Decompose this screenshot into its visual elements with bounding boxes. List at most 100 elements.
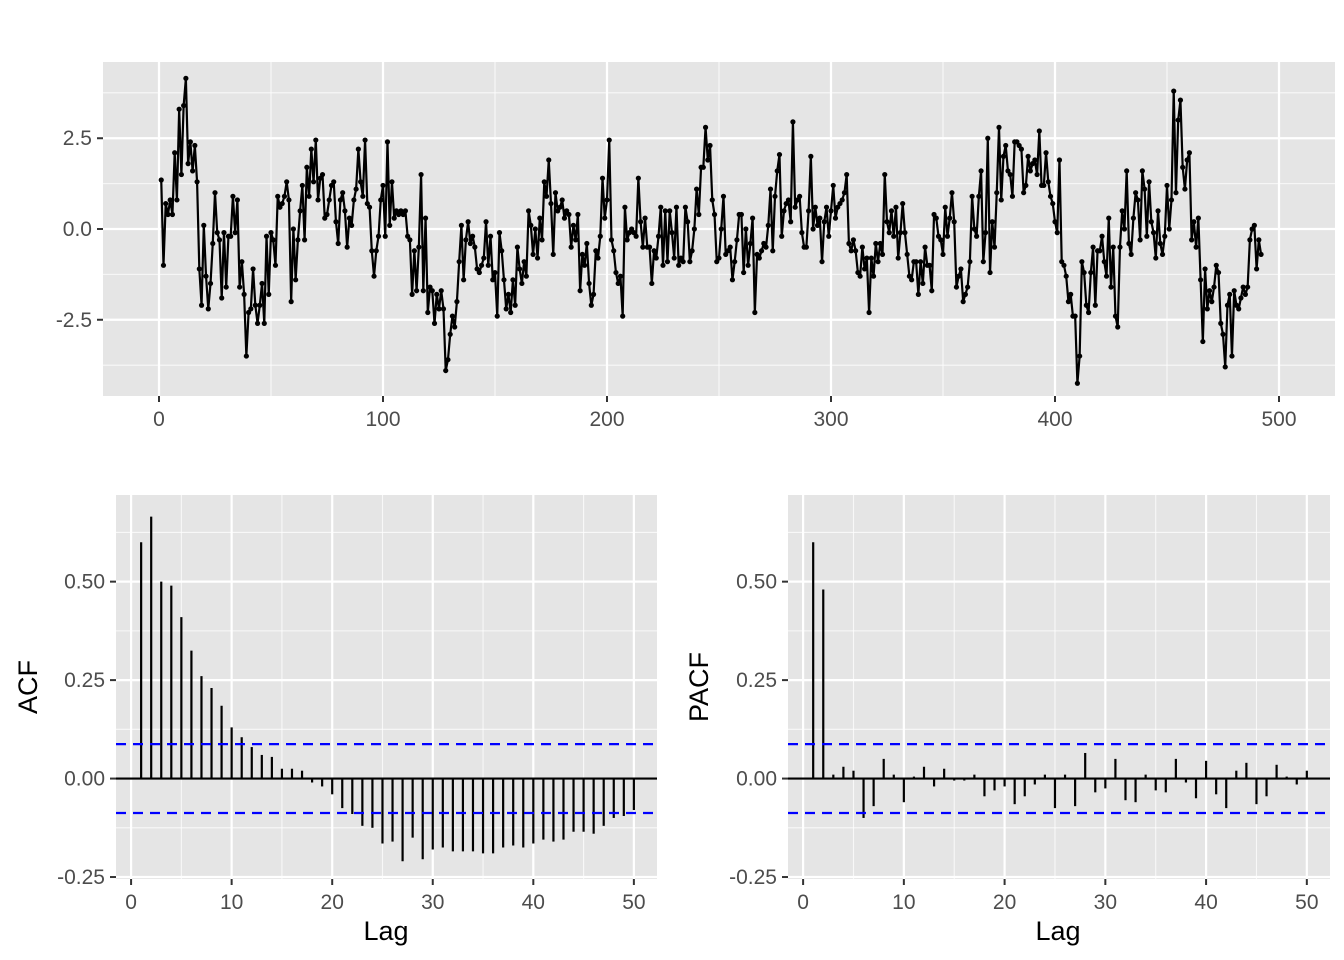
timeseries-point (792, 204, 798, 210)
timeseries-point (991, 244, 998, 250)
timeseries-point (799, 230, 805, 236)
acf-y-tick-label: 0.25 (64, 669, 105, 692)
timeseries-point (729, 277, 736, 283)
timeseries-point (676, 262, 682, 268)
timeseries-point (1142, 186, 1148, 192)
timeseries-point (422, 215, 429, 221)
timeseries-point (1168, 197, 1175, 203)
timeseries-point (203, 273, 209, 279)
timeseries-point (1068, 291, 1074, 297)
timeseries-point (920, 280, 926, 287)
timeseries-point (1086, 309, 1092, 316)
timeseries-point (575, 211, 581, 218)
timeseries-point (373, 248, 379, 254)
timeseries-point (183, 75, 189, 81)
acf-y-tick-label: 0.50 (64, 571, 105, 594)
timeseries-point (969, 193, 975, 199)
timeseries-point (741, 269, 747, 276)
timeseries-point (248, 306, 254, 312)
timeseries-point (476, 269, 482, 276)
timeseries-point (1231, 288, 1237, 294)
timeseries-point (425, 309, 431, 316)
timeseries-x-tick-label: 400 (1037, 408, 1072, 431)
timeseries-point (409, 291, 415, 297)
timeseries-point (1056, 157, 1063, 163)
timeseries-point (335, 240, 341, 247)
timeseries-point (1101, 259, 1107, 265)
timeseries-point (315, 197, 321, 203)
timeseries-point (548, 200, 554, 207)
timeseries-point (673, 204, 680, 210)
timeseries-point (302, 237, 308, 243)
timeseries-point (443, 367, 449, 374)
timeseries-point (1124, 168, 1130, 174)
timeseries-point (1025, 153, 1031, 159)
timeseries-point (534, 255, 541, 261)
timeseries-point (467, 240, 473, 247)
timeseries-point (700, 164, 706, 170)
timeseries-point (1083, 302, 1089, 308)
timeseries-x-tick-label: 200 (589, 408, 624, 431)
pacf-y-tick-label: 0.25 (736, 669, 777, 692)
timeseries-point (250, 266, 256, 272)
timeseries-point (355, 146, 361, 152)
timeseries-point (257, 302, 263, 308)
timeseries-point (987, 269, 993, 276)
timeseries-point (844, 171, 850, 178)
pacf-x-tick-label: 0 (797, 891, 809, 914)
timeseries-point (449, 313, 456, 319)
timeseries-point (691, 226, 697, 232)
timeseries-point (958, 266, 964, 272)
timeseries-point (944, 233, 951, 239)
timeseries-point (1215, 269, 1222, 276)
timeseries-point (841, 190, 848, 196)
timeseries-point (465, 219, 471, 225)
timeseries-point (496, 230, 503, 236)
timeseries-point (1247, 237, 1253, 243)
timeseries-point (608, 237, 615, 243)
timeseries-point (776, 151, 783, 158)
timeseries-point (440, 306, 447, 312)
timeseries-point (198, 302, 205, 308)
timeseries-x-tick-label: 0 (153, 408, 165, 431)
timeseries-point (1119, 208, 1125, 214)
timeseries-point (461, 277, 467, 283)
timeseries-point (1021, 190, 1027, 196)
timeseries-point (646, 244, 653, 250)
timeseries-point (456, 259, 462, 265)
timeseries-point (960, 299, 966, 305)
timeseries-point (1117, 244, 1123, 250)
timeseries-point (288, 299, 294, 305)
timeseries-point (537, 215, 543, 221)
timeseries-point (252, 302, 258, 308)
timeseries-point (1177, 97, 1184, 103)
timeseries-point (974, 233, 980, 239)
timeseries-point (913, 259, 919, 265)
timeseries-point (826, 233, 832, 239)
timeseries-point (951, 219, 957, 225)
timeseries-point (1206, 288, 1213, 294)
timeseries-point (832, 215, 839, 221)
timeseries-point (774, 168, 780, 174)
timeseries-point (893, 204, 899, 210)
timeseries-point (624, 237, 630, 243)
timeseries-point (994, 190, 1000, 196)
timeseries-point (702, 124, 709, 130)
timeseries-point (241, 291, 247, 297)
timeseries-panel: 0 100 200 300 400 500 -2.5 0.0 2.5 (56, 62, 1335, 431)
timeseries-point (875, 259, 881, 265)
timeseries-point (331, 179, 337, 185)
acf-y-tick-label: 0.00 (64, 768, 105, 791)
timeseries-point (160, 262, 167, 268)
timeseries-point (870, 273, 877, 279)
timeseries-point (1133, 190, 1139, 196)
timeseries-point (808, 153, 814, 159)
timeseries-point (1009, 193, 1016, 199)
timeseries-point (705, 157, 711, 163)
timeseries-point (635, 175, 641, 181)
acf-axes: 0 10 20 30 40 50 -0.25 0.00 0.25 0.50 (57, 571, 645, 914)
timeseries-point (891, 233, 897, 239)
timeseries-point (1202, 266, 1208, 272)
timeseries-point (853, 248, 859, 254)
timeseries-point (420, 288, 426, 294)
